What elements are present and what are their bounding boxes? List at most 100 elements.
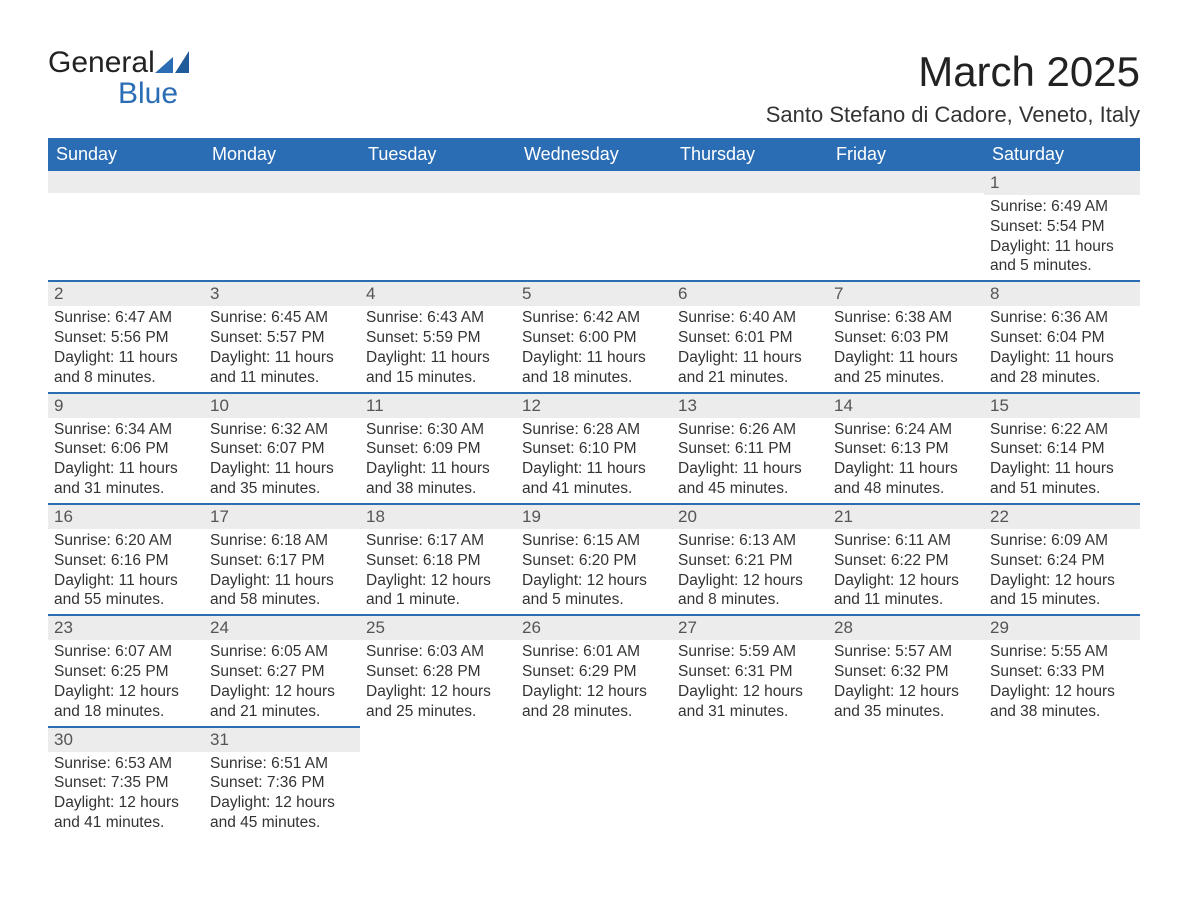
calendar-cell: 29Sunrise: 5:55 AMSunset: 6:33 PMDayligh…: [984, 614, 1140, 725]
day-number: [360, 171, 516, 193]
calendar-cell: 4Sunrise: 6:43 AMSunset: 5:59 PMDaylight…: [360, 280, 516, 391]
calendar-week-row: 9Sunrise: 6:34 AMSunset: 6:06 PMDaylight…: [48, 392, 1140, 503]
calendar-cell: 21Sunrise: 6:11 AMSunset: 6:22 PMDayligh…: [828, 503, 984, 614]
day-number: [672, 726, 828, 748]
sunrise-text: Sunrise: 5:59 AM: [678, 642, 822, 662]
day-body: Sunrise: 6:45 AMSunset: 5:57 PMDaylight:…: [204, 306, 360, 391]
day-number: [516, 171, 672, 193]
day-body: Sunrise: 6:40 AMSunset: 6:01 PMDaylight:…: [672, 306, 828, 391]
sunset-text: Sunset: 6:32 PM: [834, 662, 978, 682]
day-body: [516, 193, 672, 199]
day-body: Sunrise: 6:28 AMSunset: 6:10 PMDaylight:…: [516, 418, 672, 503]
day-body: [828, 748, 984, 754]
calendar-cell: [672, 171, 828, 280]
day-number: [204, 171, 360, 193]
daylight-text: Daylight: 11 hours and 21 minutes.: [678, 348, 822, 388]
calendar-cell: 7Sunrise: 6:38 AMSunset: 6:03 PMDaylight…: [828, 280, 984, 391]
brand-part1: General: [48, 46, 155, 79]
day-body: [672, 193, 828, 199]
calendar-cell: 8Sunrise: 6:36 AMSunset: 6:04 PMDaylight…: [984, 280, 1140, 391]
sunset-text: Sunset: 6:09 PM: [366, 439, 510, 459]
calendar-cell: 5Sunrise: 6:42 AMSunset: 6:00 PMDaylight…: [516, 280, 672, 391]
sunrise-text: Sunrise: 6:01 AM: [522, 642, 666, 662]
day-body: Sunrise: 6:32 AMSunset: 6:07 PMDaylight:…: [204, 418, 360, 503]
calendar-cell: [672, 726, 828, 837]
calendar-table: Sunday Monday Tuesday Wednesday Thursday…: [48, 138, 1140, 837]
calendar-cell: 2Sunrise: 6:47 AMSunset: 5:56 PMDaylight…: [48, 280, 204, 391]
weekday-header: Saturday: [984, 138, 1140, 171]
day-number: [828, 171, 984, 193]
day-number: 23: [48, 614, 204, 640]
day-number: 5: [516, 280, 672, 306]
sunrise-text: Sunrise: 6:17 AM: [366, 531, 510, 551]
calendar-cell: [516, 726, 672, 837]
month-title: March 2025: [766, 48, 1140, 96]
sunrise-text: Sunrise: 6:22 AM: [990, 420, 1134, 440]
calendar-cell: 25Sunrise: 6:03 AMSunset: 6:28 PMDayligh…: [360, 614, 516, 725]
day-number: 24: [204, 614, 360, 640]
brand-text: General Blue: [48, 48, 189, 109]
day-body: Sunrise: 6:15 AMSunset: 6:20 PMDaylight:…: [516, 529, 672, 614]
calendar-cell: 3Sunrise: 6:45 AMSunset: 5:57 PMDaylight…: [204, 280, 360, 391]
day-number: 21: [828, 503, 984, 529]
calendar-cell: 23Sunrise: 6:07 AMSunset: 6:25 PMDayligh…: [48, 614, 204, 725]
sunrise-text: Sunrise: 6:53 AM: [54, 754, 198, 774]
sunset-text: Sunset: 7:35 PM: [54, 773, 198, 793]
day-number: 22: [984, 503, 1140, 529]
calendar-cell: 18Sunrise: 6:17 AMSunset: 6:18 PMDayligh…: [360, 503, 516, 614]
daylight-text: Daylight: 12 hours and 8 minutes.: [678, 571, 822, 611]
sunset-text: Sunset: 6:11 PM: [678, 439, 822, 459]
sunset-text: Sunset: 6:18 PM: [366, 551, 510, 571]
day-number: 9: [48, 392, 204, 418]
sunset-text: Sunset: 6:00 PM: [522, 328, 666, 348]
daylight-text: Daylight: 12 hours and 21 minutes.: [210, 682, 354, 722]
day-body: Sunrise: 6:49 AMSunset: 5:54 PMDaylight:…: [984, 195, 1140, 280]
day-body: [984, 748, 1140, 754]
daylight-text: Daylight: 11 hours and 8 minutes.: [54, 348, 198, 388]
calendar-cell: 17Sunrise: 6:18 AMSunset: 6:17 PMDayligh…: [204, 503, 360, 614]
day-number: 25: [360, 614, 516, 640]
daylight-text: Daylight: 12 hours and 35 minutes.: [834, 682, 978, 722]
daylight-text: Daylight: 11 hours and 15 minutes.: [366, 348, 510, 388]
sunrise-text: Sunrise: 5:57 AM: [834, 642, 978, 662]
sunset-text: Sunset: 5:57 PM: [210, 328, 354, 348]
calendar-cell: [204, 171, 360, 280]
sunrise-text: Sunrise: 6:40 AM: [678, 308, 822, 328]
sunrise-text: Sunrise: 6:47 AM: [54, 308, 198, 328]
calendar-week-row: 2Sunrise: 6:47 AMSunset: 5:56 PMDaylight…: [48, 280, 1140, 391]
daylight-text: Daylight: 11 hours and 31 minutes.: [54, 459, 198, 499]
sunset-text: Sunset: 6:29 PM: [522, 662, 666, 682]
day-body: Sunrise: 6:22 AMSunset: 6:14 PMDaylight:…: [984, 418, 1140, 503]
daylight-text: Daylight: 12 hours and 1 minute.: [366, 571, 510, 611]
sunset-text: Sunset: 7:36 PM: [210, 773, 354, 793]
sunrise-text: Sunrise: 6:07 AM: [54, 642, 198, 662]
daylight-text: Daylight: 12 hours and 18 minutes.: [54, 682, 198, 722]
daylight-text: Daylight: 12 hours and 41 minutes.: [54, 793, 198, 833]
calendar-cell: [516, 171, 672, 280]
daylight-text: Daylight: 11 hours and 45 minutes.: [678, 459, 822, 499]
calendar-cell: [360, 726, 516, 837]
day-body: Sunrise: 6:43 AMSunset: 5:59 PMDaylight:…: [360, 306, 516, 391]
sunset-text: Sunset: 5:56 PM: [54, 328, 198, 348]
day-number: 6: [672, 280, 828, 306]
sunrise-text: Sunrise: 6:09 AM: [990, 531, 1134, 551]
sunset-text: Sunset: 5:59 PM: [366, 328, 510, 348]
calendar-week-row: 1Sunrise: 6:49 AMSunset: 5:54 PMDaylight…: [48, 171, 1140, 280]
sunrise-text: Sunrise: 6:13 AM: [678, 531, 822, 551]
day-body: Sunrise: 6:07 AMSunset: 6:25 PMDaylight:…: [48, 640, 204, 725]
daylight-text: Daylight: 11 hours and 35 minutes.: [210, 459, 354, 499]
calendar-cell: 10Sunrise: 6:32 AMSunset: 6:07 PMDayligh…: [204, 392, 360, 503]
calendar-cell: 26Sunrise: 6:01 AMSunset: 6:29 PMDayligh…: [516, 614, 672, 725]
day-body: Sunrise: 6:17 AMSunset: 6:18 PMDaylight:…: [360, 529, 516, 614]
day-number: 30: [48, 726, 204, 752]
day-number: 11: [360, 392, 516, 418]
sunset-text: Sunset: 6:17 PM: [210, 551, 354, 571]
day-number: [48, 171, 204, 193]
day-number: 19: [516, 503, 672, 529]
daylight-text: Daylight: 12 hours and 45 minutes.: [210, 793, 354, 833]
calendar-cell: 22Sunrise: 6:09 AMSunset: 6:24 PMDayligh…: [984, 503, 1140, 614]
calendar-cell: 24Sunrise: 6:05 AMSunset: 6:27 PMDayligh…: [204, 614, 360, 725]
calendar-cell: 15Sunrise: 6:22 AMSunset: 6:14 PMDayligh…: [984, 392, 1140, 503]
day-number: 28: [828, 614, 984, 640]
calendar-cell: 28Sunrise: 5:57 AMSunset: 6:32 PMDayligh…: [828, 614, 984, 725]
